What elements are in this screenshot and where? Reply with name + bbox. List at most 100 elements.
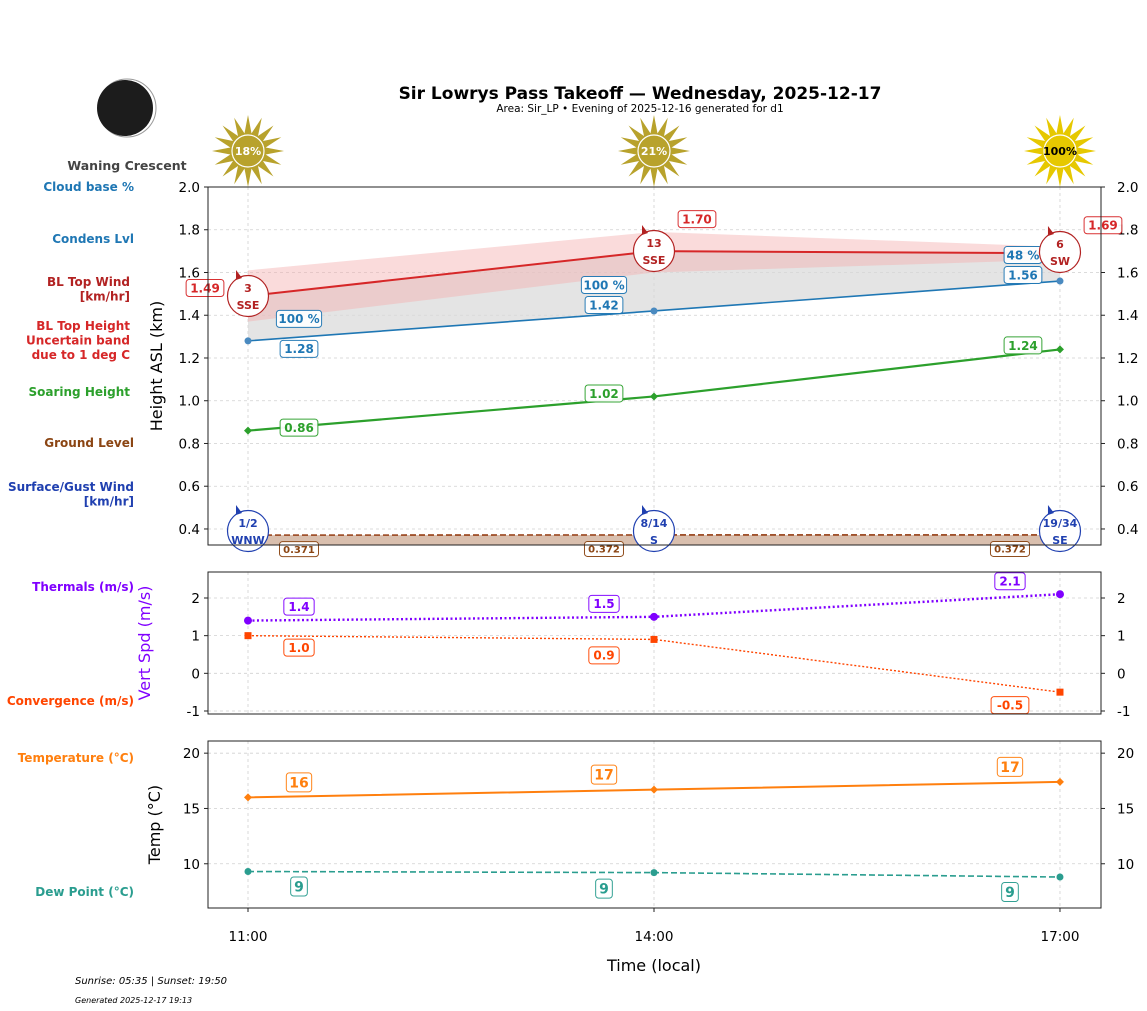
dewpoint-label: 9 <box>294 880 304 896</box>
bl-wind-direction: SSE <box>643 254 666 267</box>
dewpoint-point <box>244 868 252 876</box>
condens-label: 1.28 <box>284 342 314 356</box>
soaring-point <box>1055 345 1064 354</box>
moon-phase-label: Waning Crescent <box>67 158 186 173</box>
x-tick-label: 17:00 <box>1041 929 1080 945</box>
temperature-point <box>244 793 252 802</box>
convergence-label: 1.0 <box>288 641 309 655</box>
ground-label: 0.372 <box>994 545 1026 556</box>
bl-top-label-box <box>1083 216 1123 235</box>
dewpoint-point <box>1056 873 1064 881</box>
chart-title: Sir Lowrys Pass Takeoff — Wednesday, 202… <box>399 84 882 104</box>
condens-point <box>1056 277 1064 285</box>
ground-label: 0.371 <box>283 545 315 556</box>
y-tick-label: 1.2 <box>179 351 200 367</box>
y-tick-label: 2.0 <box>179 180 200 196</box>
bl-wind-arrow-icon <box>1047 226 1054 236</box>
ground-label: 0.372 <box>588 545 620 556</box>
surface-wind-direction: WNW <box>231 534 264 547</box>
surface-wind-arrow-icon <box>236 505 242 515</box>
plot-frame <box>207 186 1102 546</box>
bl-wind-speed: 13 <box>646 237 661 250</box>
dewpoint-label-box <box>1001 882 1019 903</box>
y-tick-label: 15 <box>183 801 200 817</box>
condens-label-box <box>279 339 319 358</box>
dewpoint-label: 9 <box>1005 885 1015 901</box>
condens-label: 1.56 <box>1008 268 1038 282</box>
y-tick-label-right: 1.2 <box>1117 351 1138 367</box>
cloud-base-label-box <box>275 309 323 328</box>
soaring-label-box <box>584 384 624 403</box>
plot-frame <box>207 740 1102 909</box>
dewpoint-label: 9 <box>599 882 609 898</box>
bl-wind-circle <box>632 229 676 273</box>
y-tick-label-right: 1.6 <box>1117 265 1138 281</box>
bl-wind-speed: 3 <box>244 282 252 295</box>
thermals-point <box>1055 590 1064 599</box>
thermals-label: 1.4 <box>288 600 309 614</box>
bl-top-label: 1.49 <box>190 281 220 295</box>
temperature-label-box <box>996 756 1024 777</box>
dewpoint-point <box>650 869 658 877</box>
surface-wind-arrow-icon <box>641 505 648 515</box>
soaring-label: 1.24 <box>1008 339 1038 353</box>
bl-wind-arrow-icon <box>641 225 648 235</box>
sun-center <box>231 134 265 168</box>
convergence-label: 0.9 <box>593 649 614 663</box>
bl-wind-circle <box>226 274 270 318</box>
soaring-point <box>649 392 658 401</box>
y-tick-label: 0.4 <box>179 522 200 538</box>
legend-label: Ground Level <box>44 436 134 450</box>
generated-time: Generated 2025-12-17 19:13 <box>75 996 192 1005</box>
legend-label: Surface/Gust Wind [km/hr] <box>8 480 134 509</box>
surface-wind-circle <box>1038 509 1082 553</box>
y-tick-label-right: 15 <box>1117 801 1134 817</box>
bl-top-label: 1.70 <box>682 212 712 226</box>
bl-wind-circle <box>1038 230 1082 274</box>
y-tick-label-right: 0.8 <box>1117 436 1138 452</box>
y-tick-label: 0.6 <box>179 479 200 495</box>
y-axis-label: Height ASL (km) <box>147 301 166 431</box>
bl-wind-direction: SW <box>1050 255 1070 268</box>
y-axis-label: Vert Spd (m/s) <box>135 586 154 701</box>
sun-percent-label: 100% <box>1043 145 1077 158</box>
cloud-base-label: 100 % <box>278 312 319 326</box>
bl-wind-arrow-icon <box>236 270 242 280</box>
soaring-point <box>244 426 252 435</box>
y-tick-label: 20 <box>183 746 200 762</box>
surface-wind-speed: 8/14 <box>640 517 667 530</box>
surface-wind-direction: SE <box>1052 534 1067 547</box>
cloud-base-label: 48 % <box>1007 248 1040 262</box>
y-tick-label-right: 1.8 <box>1117 223 1138 239</box>
bl-wind-direction: SSE <box>237 299 260 312</box>
soaring-label-box <box>1003 336 1043 355</box>
x-tick-label: 14:00 <box>635 929 674 945</box>
y-tick-label: 1.6 <box>179 265 200 281</box>
condens-label-box <box>584 295 624 314</box>
y-tick-label-right: 0.4 <box>1117 522 1138 538</box>
convergence-label-box <box>283 638 315 657</box>
temperature-point <box>649 785 658 794</box>
y-tick-label-right: 1 <box>1117 629 1126 645</box>
surface-wind-speed: 1/2 <box>238 517 257 530</box>
bl-top-uncertainty-band <box>248 231 1060 322</box>
temperature-label: 17 <box>594 768 613 784</box>
bl-top-label-box <box>185 279 225 298</box>
dewpoint-label-box <box>595 878 613 899</box>
x-axis-label: Time (local) <box>606 956 701 975</box>
thermals-label-box <box>588 594 620 613</box>
y-tick-label-right: 10 <box>1117 857 1134 873</box>
y-tick-label: 0.8 <box>179 436 200 452</box>
y-tick-label: -1 <box>187 704 200 720</box>
sun-times: Sunrise: 05:35 | Sunset: 19:50 <box>75 976 227 987</box>
condens-point <box>244 337 252 345</box>
y-tick-label-right: 1.0 <box>1117 394 1138 410</box>
cloud-band <box>248 251 1060 341</box>
y-tick-label-right: 20 <box>1117 746 1134 762</box>
sun-center <box>1043 134 1077 168</box>
surface-wind-speed: 19/34 <box>1043 517 1078 530</box>
sun-center <box>637 134 671 168</box>
legend-label: BL Top Height Uncertain band due to 1 deg … <box>26 319 130 362</box>
y-tick-label-right: -1 <box>1117 704 1130 720</box>
thermals-label-box <box>994 572 1026 591</box>
